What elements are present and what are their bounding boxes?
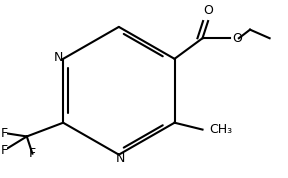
Text: N: N — [54, 51, 63, 64]
Text: F: F — [29, 147, 36, 160]
Text: F: F — [1, 144, 8, 157]
Text: N: N — [115, 152, 125, 165]
Text: O: O — [203, 4, 213, 17]
Text: O: O — [233, 32, 242, 45]
Text: F: F — [1, 127, 8, 140]
Text: CH₃: CH₃ — [209, 123, 233, 136]
